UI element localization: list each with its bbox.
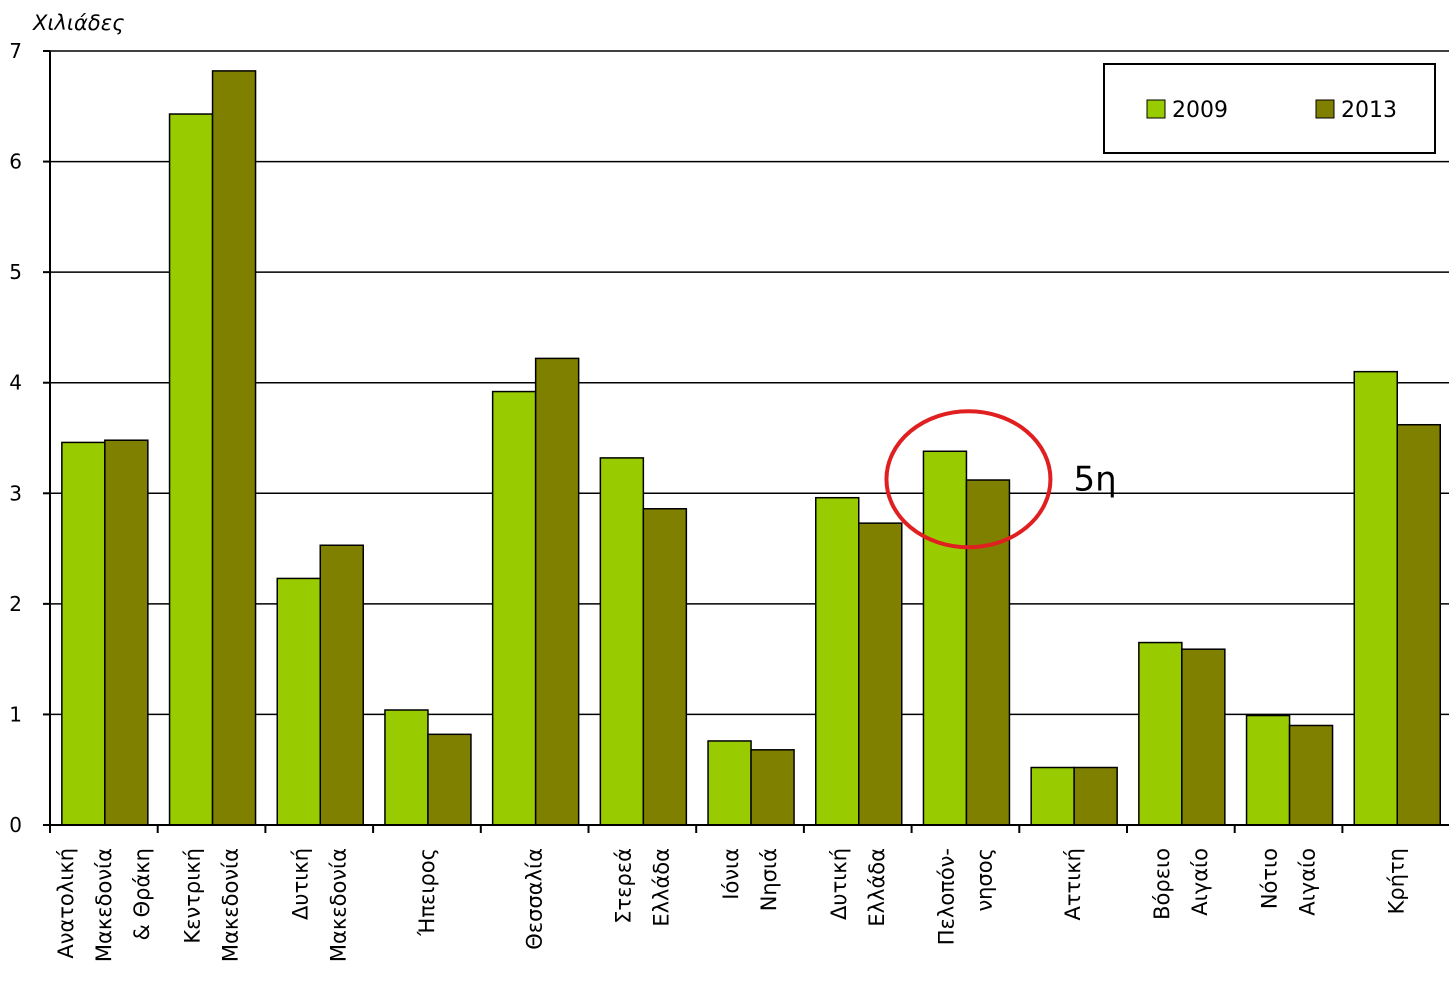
- category-label: Ήπειρος: [415, 848, 439, 937]
- bar-2013-9: [1073, 766, 1118, 826]
- bar-2009-0: [61, 441, 106, 826]
- bar-2009-8: [922, 450, 968, 826]
- bar-2009-9: [1030, 766, 1075, 826]
- legend-label-2009: 2009: [1172, 98, 1228, 123]
- bar-2009-5: [599, 457, 645, 826]
- bar-2013-12: [1396, 423, 1441, 826]
- bar-2009-12: [1353, 370, 1398, 826]
- category-label: Βόρειο: [1150, 848, 1174, 920]
- bar-2013-7: [858, 522, 903, 826]
- category-label: Ελλάδα: [649, 848, 673, 927]
- y-tick-label: 5: [9, 260, 22, 284]
- y-tick-label: 2: [9, 592, 22, 616]
- legend-label-2013: 2013: [1341, 98, 1397, 123]
- bar-2009-6: [707, 740, 752, 826]
- bar-2013-2: [319, 544, 364, 826]
- legend: 2009 2013: [1103, 63, 1436, 154]
- bar-2013-3: [427, 733, 472, 826]
- bar-2009-4: [491, 390, 537, 826]
- y-tick-label: 1: [9, 702, 22, 726]
- bar-2013-4: [534, 357, 580, 826]
- bar-2013-1: [211, 70, 257, 826]
- bar-2009-2: [276, 577, 321, 826]
- category-label: Νότιο: [1258, 848, 1282, 909]
- category-label: Πελοπόν-: [934, 848, 958, 945]
- axes: [49, 51, 1449, 833]
- bar-2013-10: [1181, 648, 1226, 826]
- legend-swatch-2009: [1146, 99, 1166, 119]
- category-label: Δυτική: [288, 848, 312, 920]
- annotation-label: 5η: [1073, 459, 1116, 499]
- y-tick-label: 0: [9, 813, 22, 837]
- category-label: Ιόνια: [719, 848, 743, 900]
- bar-2009-10: [1138, 641, 1183, 826]
- y-tick-labels: 0 1 2 3 4 5 6 7: [9, 39, 50, 837]
- y-tick-label: 3: [9, 481, 22, 505]
- bar-2009-1: [168, 113, 214, 826]
- highlight-ellipse: [884, 409, 1053, 550]
- category-label: Θεσσαλία: [523, 848, 547, 950]
- bar-2013-8: [965, 479, 1011, 826]
- category-labels: Ανατολική Μακεδονία & Θράκη Κεντρική Μακεδον…: [54, 848, 1408, 962]
- category-label: Μακεδονία: [219, 848, 243, 962]
- category-label: Μακεδονία: [326, 848, 350, 962]
- y-axis-label: Χιλιάδες: [32, 11, 124, 35]
- bars: [61, 70, 1441, 826]
- category-label: Στερεά: [611, 848, 635, 924]
- bar-2009-11: [1245, 714, 1291, 826]
- y-tick-label: 6: [9, 150, 22, 174]
- category-label: Ελλάδα: [865, 848, 889, 927]
- bar-2013-5: [642, 508, 688, 826]
- category-label: Κρήτη: [1384, 848, 1408, 914]
- category-label: Αττική: [1061, 848, 1085, 920]
- category-label: Δυτική: [827, 848, 851, 920]
- category-label: Νησιά: [757, 848, 781, 911]
- category-label: Κεντρική: [181, 848, 205, 944]
- bar-2013-6: [750, 749, 795, 826]
- category-label: Αιγαίο: [1296, 848, 1320, 916]
- category-label: Αιγαίο: [1188, 848, 1212, 916]
- annotation: 5η: [884, 409, 1117, 550]
- bar-2013-0: [104, 439, 149, 826]
- bar-2009-3: [384, 709, 429, 826]
- category-label: Ανατολική: [54, 848, 78, 959]
- category-label: νησος: [972, 848, 996, 912]
- category-label: Μακεδονία: [92, 848, 116, 962]
- category-label: & Θράκη: [130, 848, 154, 940]
- bar-2009-7: [815, 496, 860, 826]
- legend-swatch-2013: [1315, 99, 1335, 119]
- bar-2013-11: [1288, 724, 1334, 826]
- y-tick-label: 4: [9, 371, 22, 395]
- y-tick-label: 7: [9, 39, 22, 63]
